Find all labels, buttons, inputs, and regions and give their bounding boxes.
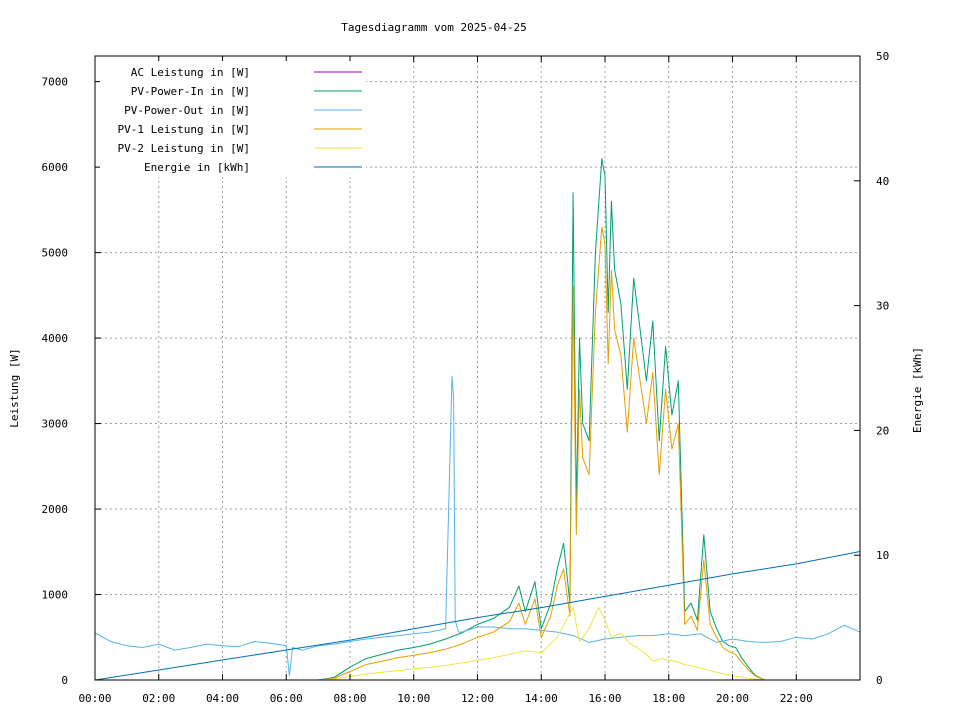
legend-background — [100, 61, 366, 177]
y2-tick-label: 10 — [876, 549, 889, 562]
x-tick-label: 18:00 — [652, 692, 685, 705]
chart-title: Tagesdiagramm vom 2025-04-25 — [341, 21, 526, 34]
y-axis-label: Leistung [W] — [8, 348, 21, 427]
legend-label-ac-leistung-in-w: AC Leistung in [W] — [131, 66, 250, 79]
y2-axis-label: Energie [kWh] — [911, 347, 924, 433]
x-tick-label: 10:00 — [397, 692, 430, 705]
x-tick-label: 04:00 — [206, 692, 239, 705]
x-tick-label: 08:00 — [333, 692, 366, 705]
y2-tick-label: 30 — [876, 300, 889, 313]
series-line-pv-2-leistung-in-w — [318, 606, 765, 681]
legend: AC Leistung in [W] PV-Power-In in [W] PV-P… — [100, 61, 366, 177]
y-tick-label: 4000 — [42, 332, 69, 345]
legend-label-pv-1-leistung-in-w: PV-1 Leistung in [W] — [118, 123, 250, 136]
y2-tick-label: 40 — [876, 175, 889, 188]
x-tick-label: 22:00 — [780, 692, 813, 705]
y-tick-label: 0 — [61, 674, 68, 687]
legend-label-energie-in-kwh: Energie in [kWh] — [144, 161, 250, 174]
y-tick-label: 5000 — [42, 247, 69, 260]
x-tick-label: 12:00 — [461, 692, 494, 705]
x-tick-label: 16:00 — [588, 692, 621, 705]
x-tick-label: 06:00 — [270, 692, 303, 705]
x-tick-label: 20:00 — [716, 692, 749, 705]
y2-tick-label: 20 — [876, 424, 889, 437]
y-tick-label: 3000 — [42, 418, 69, 431]
grid — [95, 56, 860, 680]
y-tick-label: 6000 — [42, 161, 69, 174]
legend-label-pv-power-in-in-w: PV-Power-In in [W] — [131, 85, 250, 98]
legend-label-pv-2-leistung-in-w: PV-2 Leistung in [W] — [118, 142, 250, 155]
series-line-energie-in-kwh — [94, 551, 861, 681]
y2-tick-label: 50 — [876, 50, 889, 63]
y-tick-label: 7000 — [42, 76, 69, 89]
series-line-pv-power-out-in-w — [94, 376, 861, 677]
y2-tick-label: 0 — [876, 674, 883, 687]
y-tick-label: 2000 — [42, 503, 69, 516]
series-line-pv-1-leistung-in-w — [318, 226, 765, 681]
x-tick-label: 14:00 — [525, 692, 558, 705]
series-lines — [94, 158, 861, 681]
x-tick-label: 00:00 — [78, 692, 111, 705]
legend-label-pv-power-out-in-w: PV-Power-Out in [W] — [124, 104, 250, 117]
y-tick-label: 1000 — [42, 589, 69, 602]
x-tick-label: 02:00 — [142, 692, 175, 705]
